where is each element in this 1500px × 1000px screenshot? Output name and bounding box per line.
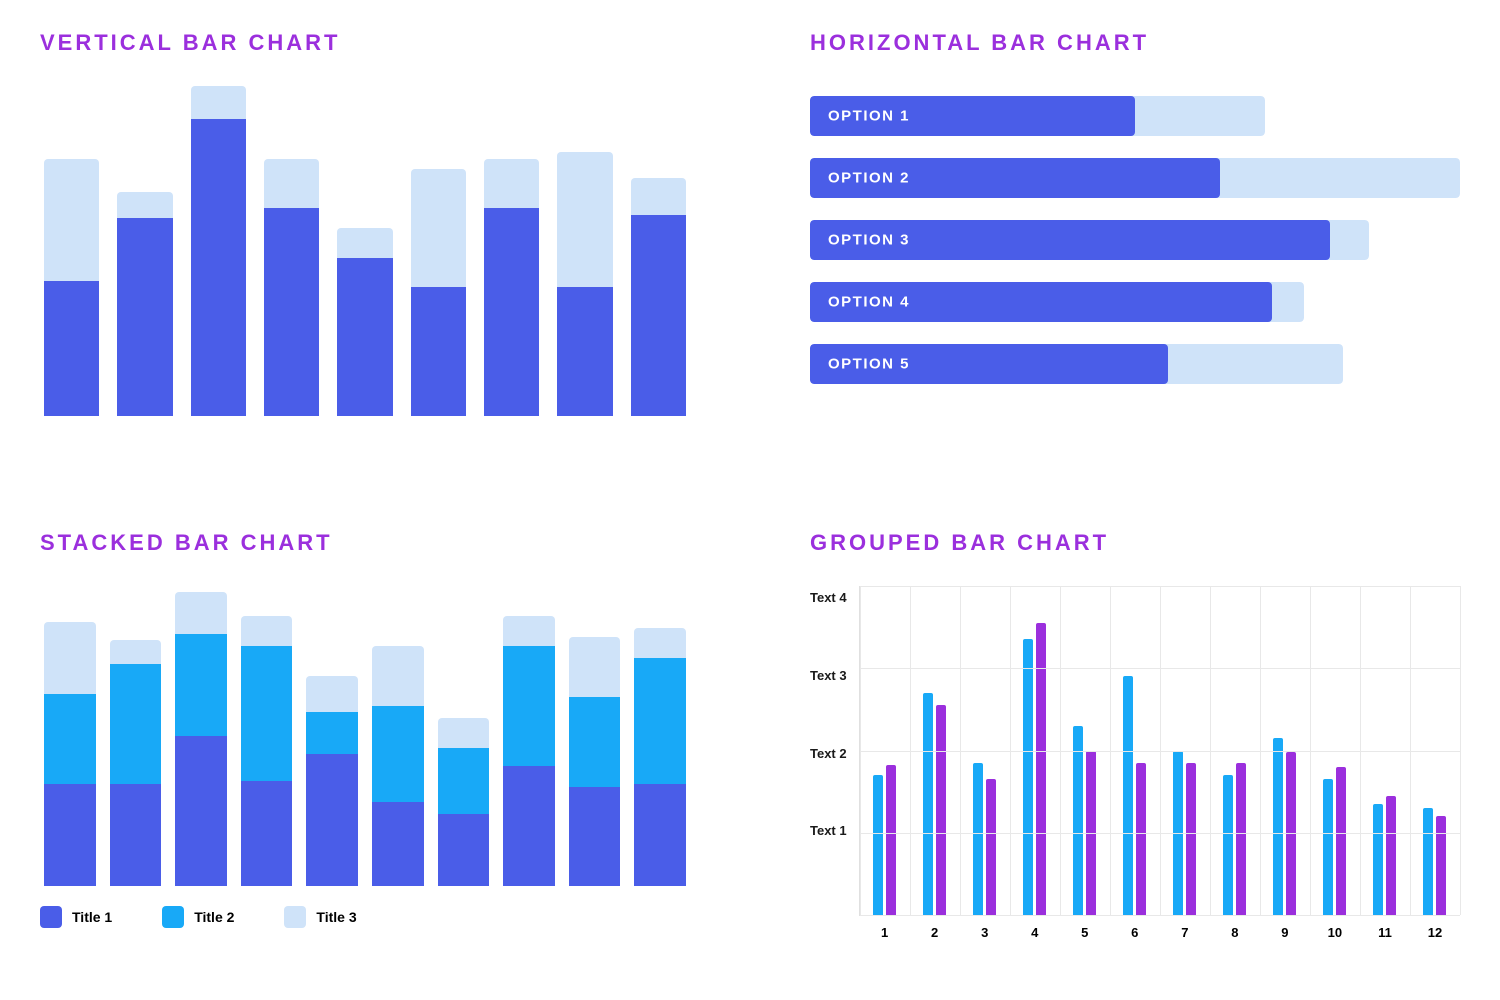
horizontal-bar-chart-panel: HORIZONTAL BAR CHART OPTION 1OPTION 2OPT…	[810, 30, 1460, 470]
legend-item: Title 2	[162, 906, 234, 928]
vertical-bar	[117, 192, 172, 416]
grouped-bar-a	[1423, 808, 1433, 915]
horizontal-bar-label: OPTION 1	[828, 108, 910, 125]
vertical-bar	[264, 159, 319, 416]
vertical-bar	[557, 152, 612, 416]
legend-label: Title 2	[194, 909, 234, 925]
grouped-bar-a	[1123, 676, 1133, 915]
yaxis-label: Text 1	[810, 823, 847, 838]
horizontal-bar-label: OPTION 2	[828, 170, 910, 187]
xaxis-label: 6	[1110, 925, 1160, 940]
legend-swatch	[162, 906, 184, 928]
grouped-bar-chart-title: GROUPED BAR CHART	[810, 530, 1460, 556]
yaxis-label: Text 3	[810, 668, 847, 683]
grouped-bar-b	[986, 779, 996, 915]
grouped-bar-chart-panel: GROUPED BAR CHART Text 4Text 3Text 2Text…	[810, 530, 1460, 970]
grouped-bar-b	[1036, 623, 1046, 915]
grouped-bar-a	[973, 763, 983, 915]
xaxis-label: 1	[860, 925, 910, 940]
stacked-bar	[569, 637, 621, 886]
grouped-bar-b	[1186, 763, 1196, 915]
vertical-bar	[337, 228, 392, 416]
xaxis-label: 3	[960, 925, 1010, 940]
grouped-bar-plot: 123456789101112	[859, 586, 1460, 916]
xaxis-label: 10	[1310, 925, 1360, 940]
legend-item: Title 1	[40, 906, 112, 928]
grouped-bar-a	[1073, 726, 1083, 915]
xaxis-label: 4	[1010, 925, 1060, 940]
vertical-bar	[631, 178, 686, 416]
horizontal-bar-chart-area: OPTION 1 OPTION 2 OPTION 3 OPTION 4 OPTION 5	[810, 86, 1460, 384]
grouped-bar-a	[1373, 804, 1383, 915]
xaxis-label: 12	[1410, 925, 1460, 940]
grouped-bar-a	[1323, 779, 1333, 915]
stacked-bar-chart-panel: STACKED BAR CHART Title 1 Title 2 Title 3	[40, 530, 690, 970]
horizontal-bar: OPTION 1	[810, 96, 1265, 136]
grouped-bar-a	[1223, 775, 1233, 915]
xaxis-label: 2	[910, 925, 960, 940]
grouped-bar-chart: Text 4Text 3Text 2Text 1 123456789101112	[810, 586, 1460, 970]
grouped-bar-b	[1386, 796, 1396, 915]
stacked-bar	[634, 628, 686, 886]
horizontal-bar: OPTION 3	[810, 220, 1369, 260]
horizontal-bar-label: OPTION 5	[828, 356, 910, 373]
horizontal-bar-chart-title: HORIZONTAL BAR CHART	[810, 30, 1460, 56]
horizontal-bar: OPTION 5	[810, 344, 1343, 384]
grouped-bar-a	[1023, 639, 1033, 915]
grouped-bar-b	[936, 705, 946, 915]
horizontal-bar: OPTION 4	[810, 282, 1304, 322]
stacked-bar-legend: Title 1 Title 2 Title 3	[40, 906, 690, 928]
stacked-bar	[175, 592, 227, 886]
xaxis-label: 9	[1260, 925, 1310, 940]
stacked-bar-chart-title: STACKED BAR CHART	[40, 530, 690, 556]
stacked-bar	[110, 640, 162, 886]
xaxis-label: 7	[1160, 925, 1210, 940]
grouped-bar-a	[1273, 738, 1283, 915]
xaxis-label: 5	[1060, 925, 1110, 940]
legend-label: Title 3	[316, 909, 356, 925]
stacked-bar	[503, 616, 555, 886]
vertical-bar	[191, 86, 246, 416]
vertical-bar-chart-title: VERTICAL BAR CHART	[40, 30, 690, 56]
stacked-bar	[372, 646, 424, 886]
yaxis-label: Text 2	[810, 746, 847, 761]
vertical-bar-chart-panel: VERTICAL BAR CHART	[40, 30, 690, 470]
legend-swatch	[40, 906, 62, 928]
yaxis-label: Text 4	[810, 590, 847, 605]
grouped-bar-b	[1136, 763, 1146, 915]
horizontal-bar-label: OPTION 4	[828, 294, 910, 311]
grouped-bar-xaxis: 123456789101112	[860, 925, 1460, 940]
grouped-bar-a	[923, 693, 933, 915]
xaxis-label: 11	[1360, 925, 1410, 940]
stacked-bar	[306, 676, 358, 886]
xaxis-label: 8	[1210, 925, 1260, 940]
grouped-bar-b	[1236, 763, 1246, 915]
stacked-bar-chart-area	[40, 586, 690, 886]
grouped-bar-yaxis: Text 4 Text 3 Text 2 Text 1	[810, 586, 859, 916]
vertical-bar	[484, 159, 539, 416]
legend-item: Title 3	[284, 906, 356, 928]
grouped-bar-b	[1336, 767, 1346, 915]
legend-label: Title 1	[72, 909, 112, 925]
vertical-bar	[411, 169, 466, 417]
grouped-bar-b	[886, 765, 896, 915]
stacked-bar	[44, 622, 96, 886]
stacked-bar	[241, 616, 293, 886]
legend-swatch	[284, 906, 306, 928]
horizontal-bar-label: OPTION 3	[828, 232, 910, 249]
vertical-bar	[44, 159, 99, 416]
grouped-bar-b	[1436, 816, 1446, 915]
horizontal-bar: OPTION 2	[810, 158, 1460, 198]
stacked-bar	[438, 718, 490, 886]
grouped-bar-a	[873, 775, 883, 915]
vertical-bar-chart-area	[40, 86, 690, 416]
